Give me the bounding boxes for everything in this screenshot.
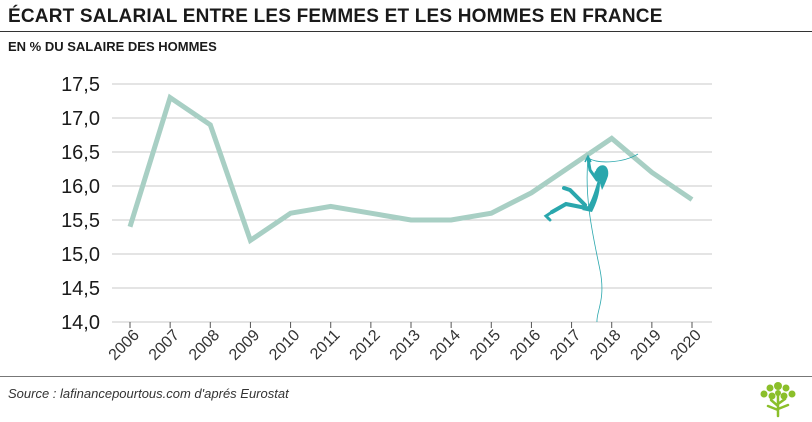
rope-line bbox=[586, 157, 603, 323]
x-tick-label: 2017 bbox=[547, 327, 584, 364]
series-line bbox=[127, 93, 694, 245]
climber-arm bbox=[586, 156, 599, 182]
y-tick-label: 17,0 bbox=[61, 108, 100, 130]
x-axis-labels: 2006 2007 2008 2009 2010 2011 2012 2013 2014 2015… bbox=[106, 322, 705, 364]
title-divider bbox=[0, 31, 812, 32]
x-tick-label: 2014 bbox=[427, 327, 464, 364]
climber-illustration bbox=[543, 153, 639, 323]
source-note: Source : lafinancepourtous.com d'aprés E… bbox=[8, 386, 289, 401]
y-tick-label: 14,0 bbox=[61, 312, 100, 334]
y-tick-label: 14,5 bbox=[61, 278, 100, 300]
chart-title: ÉCART SALARIAL ENTRE LES FEMMES ET LES H… bbox=[8, 6, 663, 27]
series-group bbox=[127, 93, 694, 245]
x-tick-label: 2015 bbox=[467, 327, 504, 364]
chart-subtitle: EN % DU SALAIRE DES HOMMES bbox=[8, 39, 217, 54]
x-tick-label: 2009 bbox=[226, 327, 263, 364]
x-tick-label: 2019 bbox=[627, 327, 664, 364]
tree-logo-icon bbox=[760, 382, 796, 418]
x-tick-label: 2013 bbox=[387, 327, 424, 364]
footer-divider bbox=[0, 376, 812, 377]
y-tick-label: 17,5 bbox=[61, 74, 100, 96]
climber-body bbox=[582, 180, 600, 212]
y-axis-labels: 14,0 14,5 15,0 15,5 16,0 16,5 17,0 17,5 bbox=[61, 74, 100, 334]
climber-hair bbox=[596, 165, 609, 190]
y-tick-label: 15,5 bbox=[61, 210, 100, 232]
x-tick-label: 2016 bbox=[507, 327, 544, 364]
climber-leg-lower bbox=[550, 201, 588, 214]
x-tick-label: 2011 bbox=[307, 327, 343, 363]
x-tick-label: 2008 bbox=[186, 327, 223, 364]
line-chart: 14,014,515,015,516,016,517,017,5 2006 200… bbox=[61, 74, 712, 364]
x-tick-label: 2006 bbox=[106, 327, 143, 364]
x-tick-label: 2007 bbox=[146, 327, 183, 364]
y-tick-label: 15,0 bbox=[61, 244, 100, 266]
rope-hook bbox=[587, 153, 639, 163]
climber-leg-upper bbox=[562, 186, 587, 207]
x-tick-label: 2018 bbox=[587, 327, 624, 364]
x-tick-label: 2012 bbox=[346, 327, 383, 364]
climber-foot bbox=[543, 210, 554, 222]
x-tick-label: 2010 bbox=[266, 327, 303, 364]
y-tick-label: 16,5 bbox=[61, 142, 100, 164]
climber-hand bbox=[584, 154, 592, 163]
x-tick-label: 2020 bbox=[668, 327, 705, 364]
y-tick-label: 16,0 bbox=[61, 176, 100, 198]
